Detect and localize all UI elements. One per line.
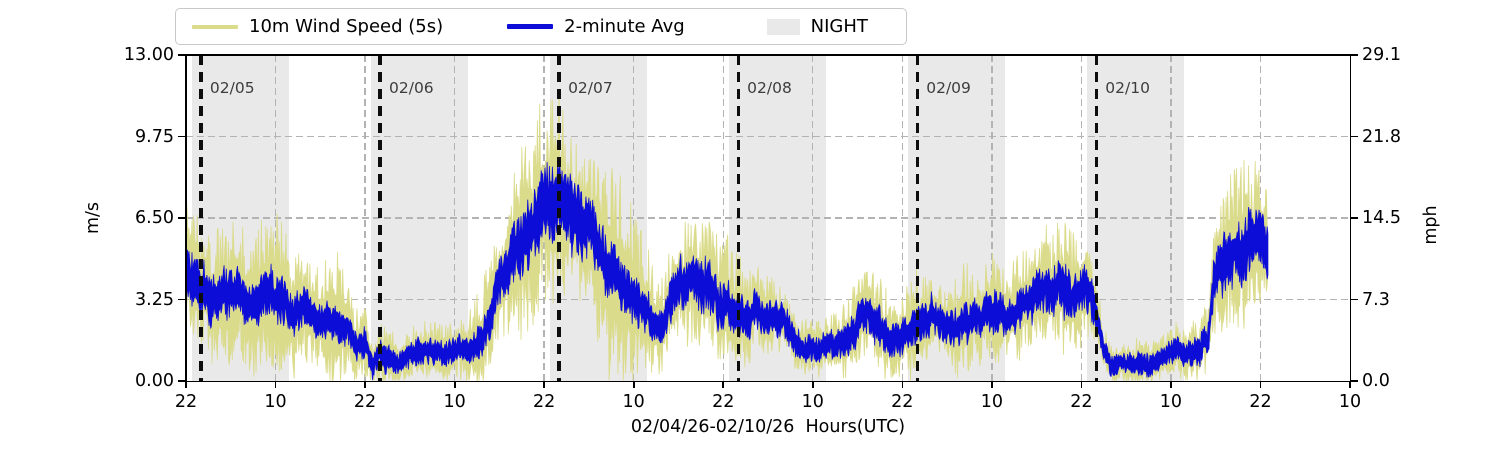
legend-label-night: NIGHT (810, 16, 868, 37)
x-tick-mark (632, 381, 635, 388)
day-label: 02/06 (389, 79, 434, 97)
legend: 10m Wind Speed (5s) 2-minute Avg NIGHT (175, 8, 907, 45)
x-tick-mark (991, 381, 993, 388)
day-label: 02/08 (747, 79, 792, 97)
x-tick-mark (453, 381, 456, 388)
x-tick-label: 10 (1159, 392, 1183, 412)
y-tick-mark-left (178, 298, 185, 301)
y-tick-label-left: 13.00 (123, 45, 174, 65)
y-tick-mark-right (1351, 380, 1358, 382)
y-tick-mark-right (1351, 217, 1358, 219)
day-label: 02/07 (568, 79, 613, 97)
avg-wind-line-swatch (507, 24, 554, 29)
legend-item-raw-wind: 10m Wind Speed (5s) (192, 16, 443, 37)
day-boundary-line (378, 55, 382, 381)
y-tick-mark-right (1351, 54, 1358, 56)
x-tick-mark (543, 381, 546, 388)
night-patch-swatch (766, 18, 800, 35)
x-tick-label: 10 (1338, 392, 1362, 412)
x-tick-mark (1170, 381, 1172, 388)
y-tick-label-right: 14.5 (1362, 208, 1401, 228)
wind-series-plot (186, 89, 1269, 381)
x-tick-mark (364, 381, 366, 388)
day-label: 02/05 (209, 79, 255, 97)
x-axis-title: 02/04/26-02/10/26 Hours(UTC) (630, 417, 906, 437)
y-tick-mark-left (178, 217, 185, 219)
day-label: 02/09 (926, 79, 971, 97)
x-tick-label: 22 (533, 392, 556, 412)
x-tick-mark (185, 381, 187, 388)
day-boundary-line (1094, 55, 1098, 381)
x-tick-label: 10 (443, 392, 466, 412)
y-tick-label-left: 6.50 (135, 208, 174, 228)
y-gridline (186, 217, 1350, 219)
x-tick-mark (1259, 381, 1262, 388)
x-tick-label: 10 (980, 392, 1003, 412)
x-tick-label: 22 (353, 392, 377, 412)
x-tick-label: 22 (1070, 392, 1093, 412)
x-tick-label: 22 (891, 392, 914, 412)
plot-area: 02/05 02/06 02/07 02/08 02/09 02/10 (186, 55, 1350, 381)
day-boundary-line (557, 55, 561, 381)
day-boundary-line (199, 55, 203, 381)
legend-label-raw-wind: 10m Wind Speed (5s) (249, 16, 444, 37)
y-tick-label-left: 9.75 (135, 126, 174, 147)
x-tick-label: 10 (801, 392, 824, 412)
x-tick-label: 22 (174, 392, 198, 412)
y-tick-label-right: 29.1 (1362, 45, 1401, 65)
y-tick-mark-right (1351, 135, 1358, 138)
top-spine (185, 54, 1351, 56)
y-gridline (186, 135, 1350, 138)
right-spine (1349, 54, 1352, 382)
x-tick-label: 22 (1249, 392, 1272, 412)
y-tick-mark-left (178, 135, 185, 138)
y-tick-label-left: 0.00 (135, 371, 174, 391)
x-tick-mark (1080, 381, 1083, 388)
x-tick-label: 10 (622, 392, 645, 412)
x-tick-mark (722, 381, 725, 388)
x-tick-label: 22 (712, 392, 735, 412)
x-tick-mark (811, 381, 814, 388)
day-boundary-line (736, 55, 740, 381)
y-tick-mark-right (1351, 298, 1358, 301)
bottom-spine (185, 380, 1351, 383)
left-spine (185, 54, 187, 382)
y-tick-label-right: 0.0 (1362, 371, 1390, 391)
x-tick-mark (1349, 381, 1351, 388)
y-tick-label-right: 21.8 (1362, 126, 1401, 147)
day-label: 02/10 (1105, 79, 1150, 97)
y-tick-label-right: 7.3 (1362, 289, 1390, 310)
raw-wind-line-swatch (192, 24, 238, 29)
legend-item-night: NIGHT (766, 16, 868, 37)
y-tick-mark-left (178, 380, 185, 382)
x-tick-mark (274, 381, 277, 388)
legend-item-avg-wind: 2-minute Avg (507, 16, 685, 37)
avg-wind-series-path (186, 162, 1269, 380)
y-tick-mark-left (178, 54, 185, 56)
x-tick-mark (901, 381, 904, 388)
day-boundary-line (915, 55, 919, 381)
legend-label-avg-wind: 2-minute Avg (564, 16, 685, 37)
y-tick-label-left: 3.25 (135, 289, 174, 310)
x-tick-label: 10 (264, 392, 287, 412)
